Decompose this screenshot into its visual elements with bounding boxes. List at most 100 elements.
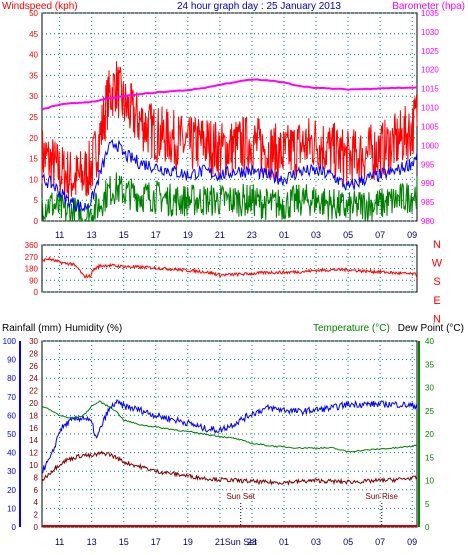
rainfall-tick-14: 14	[29, 436, 38, 445]
windspeed-tick-10: 10	[29, 175, 38, 184]
temperature-tick-25: 25	[425, 407, 434, 416]
barometer-tick-1030: 1030	[421, 28, 439, 37]
windspeed-tick-35: 35	[29, 71, 38, 80]
barometer-tick-1035: 1035	[421, 9, 439, 18]
sun-marker-label-1: Sun Rise	[366, 492, 399, 501]
temperature-tick-0: 0	[425, 523, 430, 532]
wind-xtick-15: 15	[119, 230, 129, 240]
windspeed-tick-40: 40	[29, 51, 38, 60]
wind-xtick-01: 01	[279, 230, 289, 240]
direction-tick-180: 180	[25, 265, 39, 274]
compass-label-3: E	[433, 295, 440, 307]
rainfall-tick-30: 30	[29, 337, 38, 346]
wind-xtick-11: 11	[55, 230, 64, 240]
windspeed-gust-line	[41, 61, 418, 202]
humidity-axis-label: Humidity (%)	[65, 323, 122, 334]
windspeed-tick-50: 50	[29, 9, 38, 18]
direction-tick-0: 0	[34, 288, 39, 297]
temperature-line	[41, 400, 418, 453]
windspeed-average-line	[41, 139, 418, 213]
windspeed-line	[41, 172, 418, 223]
windspeed-tick-15: 15	[29, 155, 38, 164]
humidity-tick-20: 20	[7, 486, 16, 495]
humidity-tick-70: 70	[7, 393, 16, 402]
barometer-tick-1020: 1020	[421, 66, 439, 75]
temp-xtick-07: 07	[375, 537, 385, 547]
temp-xtick-23: 23	[247, 537, 257, 547]
chart-title: 24 hour graph day : 25 January 2013	[177, 1, 341, 12]
compass-label-1: W	[432, 258, 443, 270]
windspeed-tick-0: 0	[34, 217, 39, 226]
windspeed-tick-45: 45	[29, 30, 38, 39]
rainfall-tick-18: 18	[29, 411, 38, 420]
rainfall-tick-24: 24	[29, 374, 38, 383]
compass-label-2: S	[433, 276, 440, 288]
rainfall-tick-20: 20	[29, 399, 38, 408]
barometer-tick-990: 990	[421, 179, 435, 188]
direction-tick-90: 90	[29, 276, 38, 285]
temp-xtick-21: 21	[215, 537, 225, 547]
rainfall-tick-6: 6	[34, 486, 39, 495]
rainfall-tick-8: 8	[34, 473, 39, 482]
rainfall-tick-2: 2	[34, 511, 39, 520]
temp-xtick-09: 09	[407, 537, 417, 547]
rainfall-tick-10: 10	[29, 461, 38, 470]
wind-xtick-07: 07	[375, 230, 385, 240]
barometer-tick-980: 980	[421, 217, 435, 226]
dewpoint-line	[41, 450, 418, 486]
temp-xtick-17: 17	[151, 537, 161, 547]
humidity-tick-50: 50	[7, 430, 16, 439]
temp-xtick-01: 01	[279, 537, 289, 547]
temp-xtick-11: 11	[55, 537, 64, 547]
barometer-tick-1005: 1005	[421, 122, 439, 131]
bottom-x-label-0: Sun Set	[225, 537, 258, 547]
rainfall-tick-26: 26	[29, 362, 38, 371]
temperature-tick-40: 40	[425, 337, 434, 346]
barometer-tick-985: 985	[421, 198, 435, 207]
rainfall-tick-28: 28	[29, 349, 38, 358]
temp-xtick-03: 03	[311, 537, 321, 547]
barometer-tick-1025: 1025	[421, 47, 439, 56]
windspeed-tick-30: 30	[29, 92, 38, 101]
wind-xtick-17: 17	[151, 230, 161, 240]
wind-xtick-19: 19	[183, 230, 193, 240]
compass-label-4: N	[433, 313, 441, 325]
wind-xtick-21: 21	[215, 230, 225, 240]
humidity-tick-0: 0	[12, 523, 17, 532]
windspeed-axis-label: Windspeed (kph)	[2, 1, 78, 12]
barometer-tick-1000: 1000	[421, 141, 439, 150]
wind-xtick-09: 09	[407, 230, 417, 240]
rainfall-tick-22: 22	[29, 387, 38, 396]
temperature-tick-35: 35	[425, 360, 434, 369]
humidity-tick-100: 100	[3, 337, 17, 346]
humidity-tick-80: 80	[7, 374, 16, 383]
temperature-tick-5: 5	[425, 500, 430, 509]
wind-xtick-23: 23	[247, 230, 257, 240]
humidity-tick-10: 10	[7, 504, 16, 513]
barometer-line	[41, 78, 418, 111]
temp-xtick-15: 15	[119, 537, 129, 547]
humidity-tick-40: 40	[7, 449, 16, 458]
temp-xtick-13: 13	[87, 537, 97, 547]
temperature-tick-20: 20	[425, 430, 434, 439]
windspeed-tick-25: 25	[29, 113, 38, 122]
temperature-tick-15: 15	[425, 453, 434, 462]
humidity-tick-30: 30	[7, 467, 16, 476]
humidity-tick-60: 60	[7, 411, 16, 420]
temperature-tick-30: 30	[425, 384, 434, 393]
barometer-axis-label: Barometer (hpa)	[392, 1, 465, 12]
temperature-tick-10: 10	[425, 477, 434, 486]
wind-xtick-05: 05	[343, 230, 353, 240]
rainfall-tick-12: 12	[29, 449, 38, 458]
windspeed-tick-20: 20	[29, 134, 38, 143]
humidity-tick-90: 90	[7, 356, 16, 365]
rainfall-tick-16: 16	[29, 424, 38, 433]
wind-xtick-13: 13	[87, 230, 97, 240]
barometer-tick-1015: 1015	[421, 85, 439, 94]
rainfall-tick-0: 0	[34, 523, 39, 532]
temp-xtick-05: 05	[343, 537, 353, 547]
direction-tick-270: 270	[25, 253, 39, 262]
